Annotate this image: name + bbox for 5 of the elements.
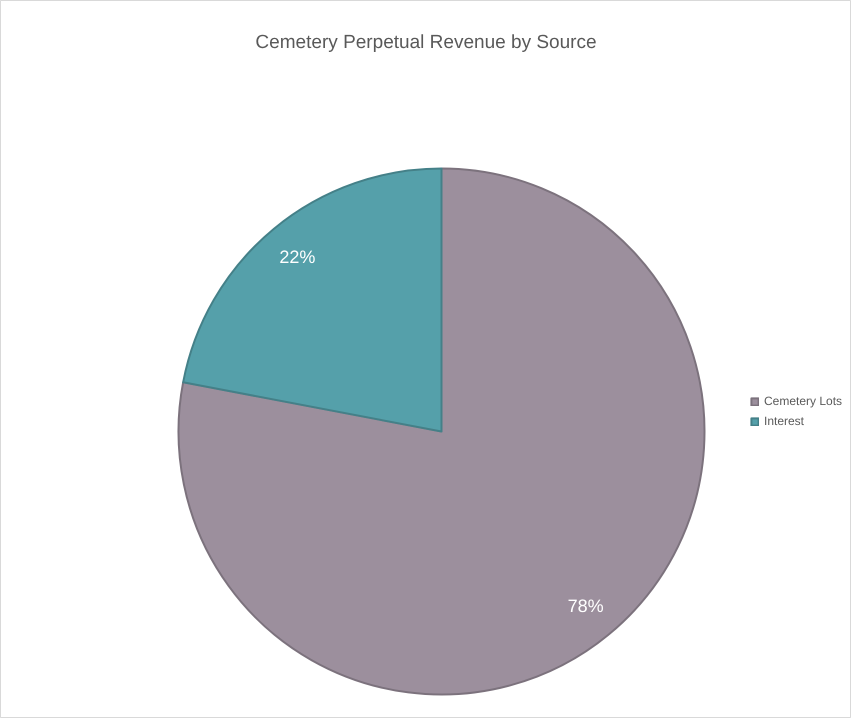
legend-label: Interest bbox=[764, 414, 804, 428]
data-label: 22% bbox=[279, 247, 316, 268]
legend-label: Cemetery Lots bbox=[764, 394, 842, 408]
chart-title: Cemetery Perpetual Revenue by Source bbox=[255, 32, 597, 53]
data-label: 78% bbox=[568, 596, 604, 616]
